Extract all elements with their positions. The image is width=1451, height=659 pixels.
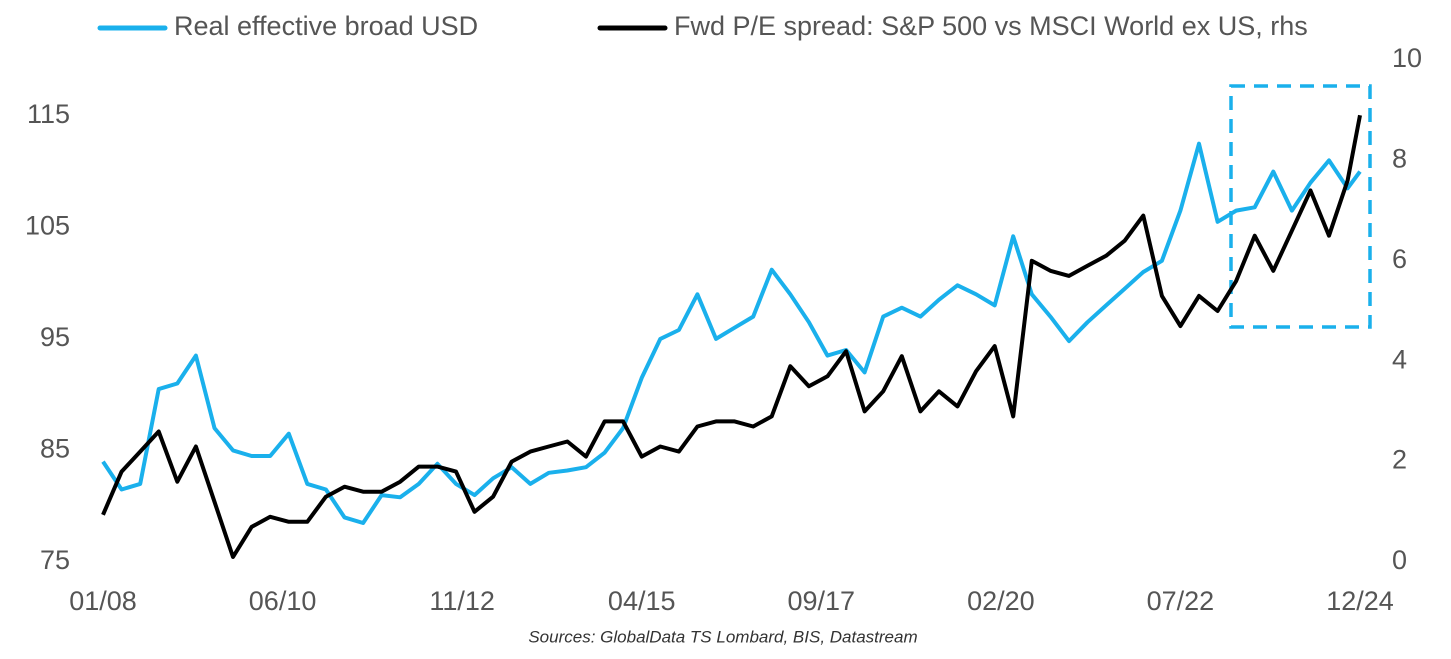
x-tick-label: 01/08 bbox=[69, 586, 137, 616]
y2-tick-label: 6 bbox=[1392, 244, 1407, 274]
x-tick-label: 11/12 bbox=[429, 586, 495, 616]
x-tick-label: 12/24 bbox=[1326, 586, 1394, 616]
y2-tick-label: 8 bbox=[1392, 144, 1407, 174]
y-tick-label: 105 bbox=[25, 210, 70, 240]
legend-label: Real effective broad USD bbox=[174, 11, 478, 41]
series-line bbox=[101, 141, 1362, 525]
x-tick-label: 06/10 bbox=[249, 586, 317, 616]
y2-tick-label: 2 bbox=[1392, 445, 1407, 475]
x-tick-label: 02/20 bbox=[967, 586, 1035, 616]
y-tick-label: 85 bbox=[40, 434, 70, 464]
x-tick-label: 07/22 bbox=[1147, 586, 1215, 616]
y2-tick-label: 4 bbox=[1392, 344, 1407, 374]
y-tick-label: 95 bbox=[40, 322, 70, 352]
y2-tick-label: 10 bbox=[1392, 43, 1422, 73]
source: Sources: GlobalData TS Lombard, BIS, Dat… bbox=[528, 627, 917, 646]
y-tick-label: 75 bbox=[40, 545, 70, 575]
y-tick-label: 115 bbox=[27, 99, 70, 129]
series-line bbox=[101, 114, 1362, 559]
y2-tick-label: 0 bbox=[1392, 545, 1407, 575]
legend-label: Fwd P/E spread: S&P 500 vs MSCI World ex… bbox=[674, 11, 1308, 41]
highlight-box bbox=[1229, 84, 1372, 329]
x-tick-label: 09/17 bbox=[787, 586, 855, 616]
x-tick-label: 04/15 bbox=[608, 586, 676, 616]
